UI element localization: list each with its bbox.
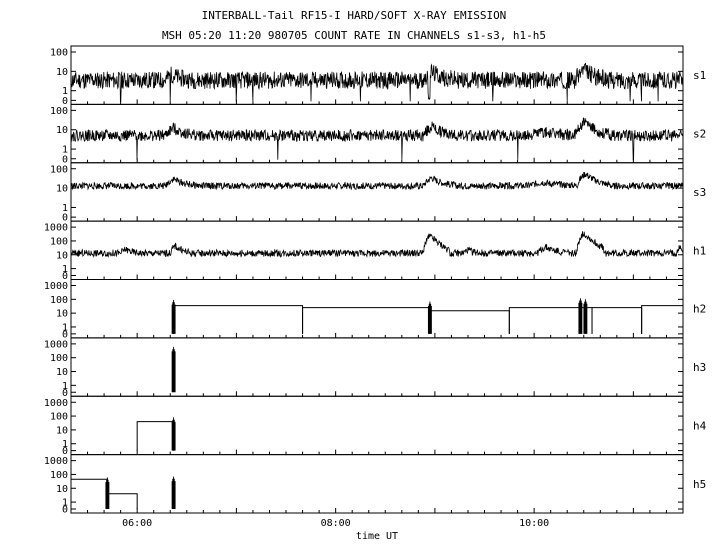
- y-tick-label: 1000: [44, 339, 68, 350]
- series-line-h1: [70, 231, 684, 259]
- y-tick-label: 10: [56, 367, 68, 378]
- x-tick-label: 06:00: [122, 518, 152, 529]
- panel-s2: 100 10 10 s2: [50, 103, 706, 165]
- series-line-s2: [70, 117, 684, 161]
- panel-h2: 1000 100 10 10 h2: [44, 279, 706, 340]
- y-tick-label: 0: [62, 96, 68, 107]
- step-segment-h2: [173, 305, 304, 334]
- y-tick-label: 100: [50, 236, 68, 247]
- panel-s1: 100 10 10 s1: [50, 45, 706, 107]
- y-tick-label: 0: [62, 154, 68, 165]
- y-tick-label: 1: [62, 381, 68, 392]
- y-tick-label: 100: [50, 164, 68, 175]
- y-tick-label: 0: [62, 213, 68, 224]
- panel-frame: [70, 337, 684, 397]
- y-tick-label: 1000: [44, 281, 68, 292]
- y-tick-label: 10: [56, 250, 68, 261]
- y-tick-label: 1: [62, 322, 68, 333]
- y-tick-label: 1: [62, 439, 68, 450]
- y-tick-label: 100: [50, 353, 68, 364]
- channel-label: s2: [693, 128, 706, 141]
- step-segment-h2: [641, 305, 684, 334]
- step-segment-h2: [591, 307, 643, 334]
- step-segment-h2: [429, 310, 510, 334]
- x-axis-label: time UT: [356, 531, 398, 542]
- step-segment-h2: [302, 307, 431, 334]
- y-tick-label: 0: [62, 271, 68, 282]
- y-tick-label: 1000: [44, 398, 68, 409]
- burst-h2: [583, 299, 588, 334]
- x-tick-label: 10:00: [519, 518, 549, 529]
- burst-h5: [105, 477, 110, 509]
- y-tick-label: 0: [62, 388, 68, 399]
- panel-h4: 1000 100 10 10 h4: [44, 395, 707, 457]
- burst-h2: [578, 298, 583, 334]
- burst-h3: [171, 346, 176, 393]
- step-segment-h4: [136, 421, 175, 451]
- y-tick-label: 0: [62, 329, 68, 340]
- panel-h3: 1000 100 10 10 h3: [44, 337, 706, 399]
- y-tick-label: 100: [50, 470, 68, 481]
- panel-frame: [70, 395, 684, 456]
- chart-subtitle: MSH 05:20 11:20 980705 COUNT RATE IN CHA…: [162, 29, 546, 42]
- y-tick-label: 1000: [44, 223, 68, 234]
- burst-h5: [171, 476, 176, 509]
- y-tick-label: 100: [50, 412, 68, 423]
- channel-label: h1: [693, 244, 706, 257]
- panel-stack: 1001010s11001010s21001010s310001001010h1…: [44, 45, 707, 516]
- y-tick-label: 100: [50, 48, 68, 59]
- y-tick-label: 10: [56, 125, 68, 136]
- y-tick-label: 1000: [44, 456, 68, 467]
- burst-h2: [171, 300, 176, 334]
- y-tick-label: 10: [56, 484, 68, 495]
- series-line-s1: [70, 62, 684, 102]
- y-tick-label: 10: [56, 67, 68, 78]
- panel-h5: 1000 100 10 10 h5: [44, 454, 706, 516]
- channel-label: h2: [693, 303, 706, 316]
- y-tick-label: 10: [56, 309, 68, 320]
- y-tick-label: 100: [50, 295, 68, 306]
- y-tick-label: 0: [62, 505, 68, 516]
- burst-h4: [171, 417, 176, 451]
- channel-label: h3: [693, 361, 706, 374]
- y-tick-label: 1: [62, 203, 68, 214]
- channel-label: h4: [693, 419, 707, 432]
- chart-title: INTERBALL-Tail RF15-I HARD/SOFT X-RAY EM…: [202, 9, 507, 22]
- step-segment-h5: [106, 493, 138, 509]
- y-tick-label: 1: [62, 264, 68, 275]
- panel-s3: 100 10 10 s3: [50, 162, 706, 224]
- step-segment-h5: [70, 478, 108, 509]
- panel-frame: [70, 162, 684, 222]
- x-tick-label: 08:00: [321, 518, 351, 529]
- panel-h1: 1000 100 10 10 h1: [44, 220, 706, 282]
- y-tick-label: 1: [62, 498, 68, 509]
- burst-h2: [427, 301, 432, 334]
- y-tick-label: 10: [56, 425, 68, 436]
- y-tick-label: 1: [62, 145, 68, 156]
- panel-frame: [70, 279, 684, 339]
- x-axis: 06:00 08:00 10:00: [70, 99, 684, 529]
- channel-label: s1: [693, 69, 706, 82]
- channel-label: s3: [693, 186, 706, 199]
- y-tick-label: 10: [56, 184, 68, 195]
- channel-label: h5: [693, 478, 706, 491]
- y-tick-label: 100: [50, 106, 68, 117]
- y-tick-label: 0: [62, 446, 68, 457]
- series-line-s3: [70, 171, 684, 191]
- panel-frame: [70, 454, 684, 514]
- y-tick-label: 1: [62, 86, 68, 97]
